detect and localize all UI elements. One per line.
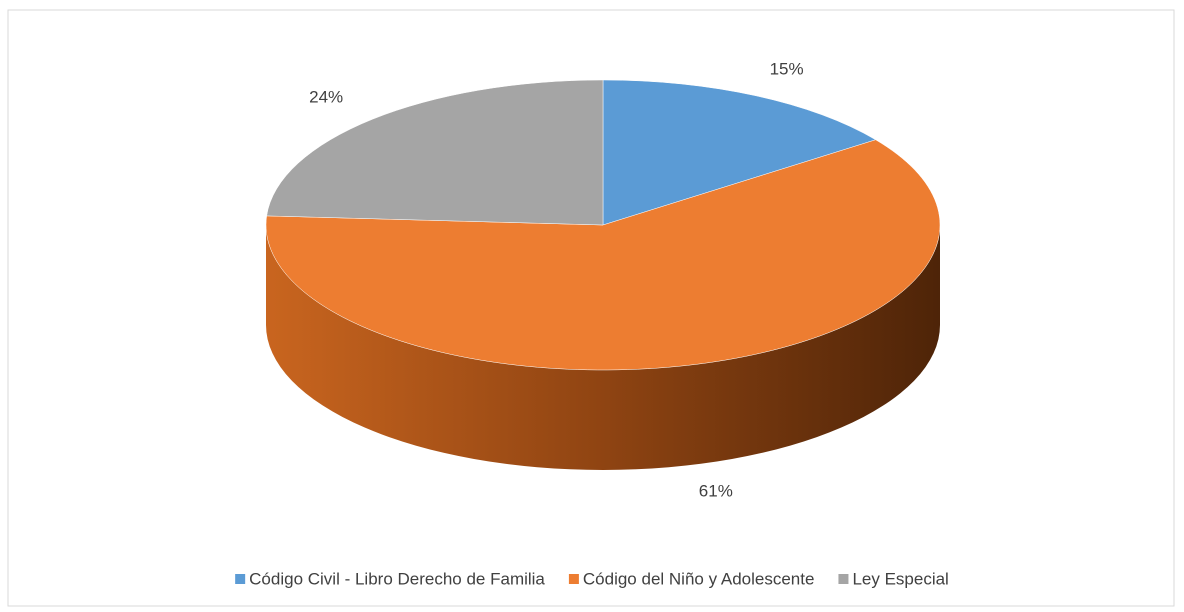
legend-label: Código Civil - Libro Derecho de Familia bbox=[249, 569, 545, 588]
legend-swatch bbox=[838, 574, 849, 584]
data-label: 24% bbox=[309, 88, 343, 107]
pie-slice bbox=[602, 79, 877, 226]
data-label: 61% bbox=[699, 482, 733, 501]
pie-slice bbox=[266, 79, 604, 226]
pie-side bbox=[266, 225, 940, 470]
legend-label: Ley Especial bbox=[852, 569, 948, 588]
legend-label: Código del Niño y Adolescente bbox=[583, 569, 815, 588]
legend-swatch bbox=[568, 574, 579, 584]
legend-swatch bbox=[235, 574, 246, 584]
pie-slice bbox=[265, 139, 941, 371]
data-label: 15% bbox=[770, 59, 804, 78]
